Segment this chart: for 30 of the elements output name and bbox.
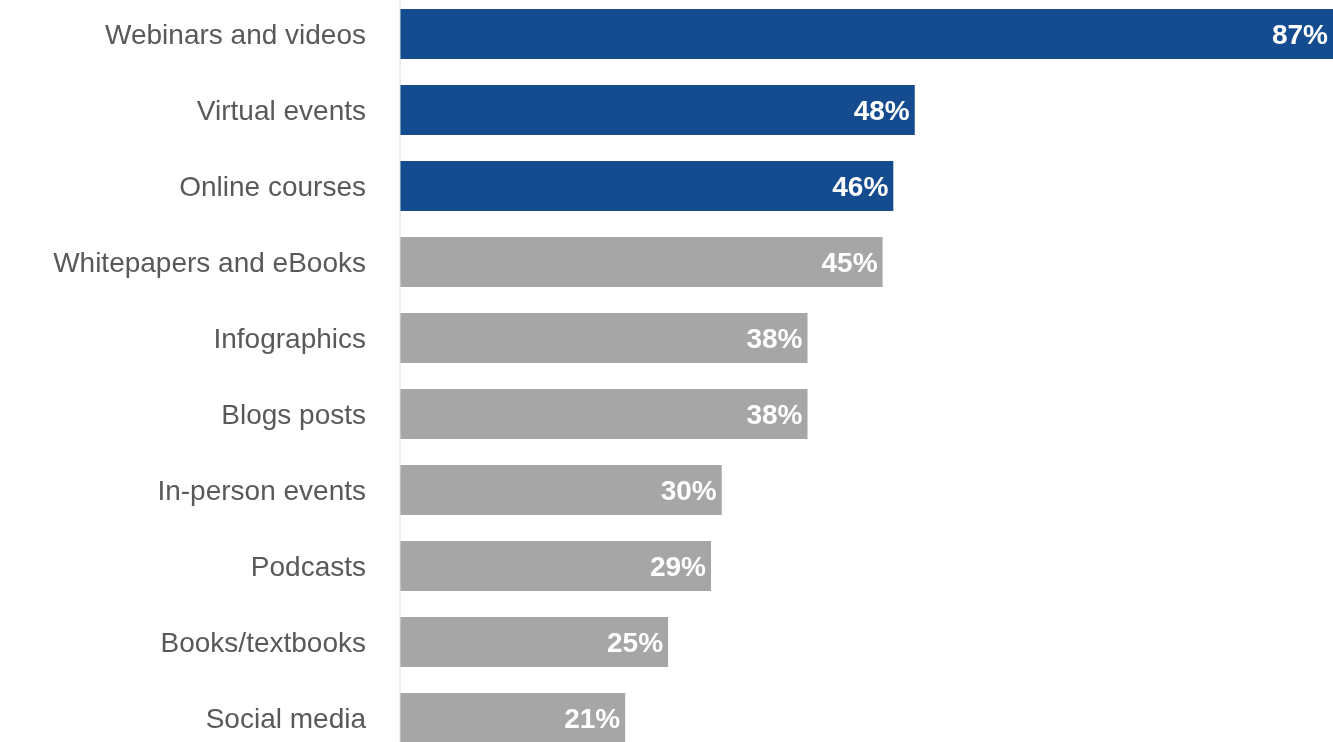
y-tick-label: Books/textbooks — [160, 626, 366, 658]
bar — [400, 237, 883, 287]
bar — [400, 313, 808, 363]
y-tick-label: Online courses — [179, 170, 366, 202]
data-label: 25% — [607, 626, 664, 658]
data-label: 38% — [746, 398, 803, 430]
y-tick-label: Blogs posts — [221, 398, 366, 430]
data-label: 45% — [821, 246, 878, 278]
bar — [400, 85, 915, 135]
bar — [400, 9, 1333, 59]
y-tick-label: Infographics — [213, 322, 366, 354]
y-tick-label: Whitepapers and eBooks — [53, 246, 366, 278]
bar — [400, 465, 722, 515]
y-tick-label: Podcasts — [250, 550, 366, 582]
bar — [400, 389, 808, 439]
y-tick-label: Virtual events — [196, 94, 366, 126]
data-label: 21% — [564, 702, 621, 734]
data-label: 87% — [1271, 18, 1329, 50]
bar — [400, 161, 894, 211]
y-tick-label: Social media — [205, 702, 367, 734]
bar — [400, 617, 669, 667]
data-label: 30% — [660, 474, 717, 506]
data-label: 48% — [853, 94, 910, 126]
data-label: 46% — [832, 170, 889, 202]
bar — [400, 541, 711, 591]
bar — [400, 693, 626, 742]
y-tick-label: Webinars and videos — [105, 18, 366, 50]
data-label: 29% — [649, 550, 707, 582]
data-label: 38% — [746, 322, 803, 354]
y-tick-label: In-person events — [157, 474, 366, 506]
